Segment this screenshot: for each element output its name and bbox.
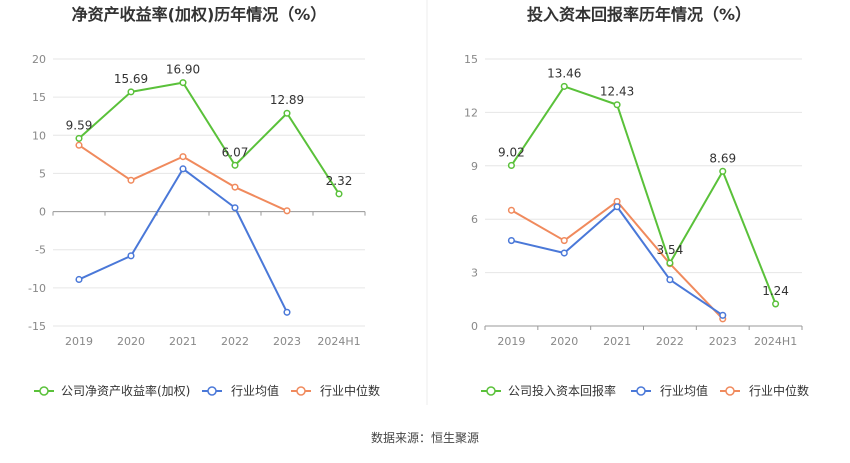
- legend-swatch-marker: [725, 386, 735, 396]
- y-tick-label: 9: [471, 160, 478, 173]
- data-point: [560, 237, 568, 245]
- data-point: [231, 161, 239, 169]
- data-label: 6.07: [222, 145, 249, 159]
- y-tick-label: -5: [35, 244, 46, 257]
- data-point: [507, 161, 515, 169]
- x-tick-label: 2023: [709, 335, 737, 348]
- series-line-2: [511, 205, 724, 317]
- x-tick-label: 2021: [169, 335, 197, 348]
- chart-panel-1: 净资产收益率(加权)历年情况（%） 20 15 10 5 0 -5 -10 -15 2019 202…: [28, 5, 380, 398]
- data-point: [613, 203, 621, 211]
- x-tick-label: 2021: [603, 335, 631, 348]
- data-point: [179, 153, 187, 161]
- y-tick-label: 12: [464, 106, 478, 119]
- x-tick-label: 2020: [117, 335, 145, 348]
- y-tick-label: 0: [471, 320, 478, 333]
- legend-swatch-marker: [486, 386, 496, 396]
- data-point: [507, 237, 515, 245]
- legend-label: 行业中位数: [320, 383, 380, 398]
- data-label: 1.24: [762, 284, 789, 298]
- chart-panel-2: 投入资本回报率历年情况（%） 15 12 9 6 3 0 2019 2020 2021 2022 20…: [464, 5, 809, 398]
- data-point: [719, 167, 727, 175]
- data-point: [772, 300, 780, 308]
- legend-swatch-marker: [39, 386, 49, 396]
- y-tick-label: 5: [39, 167, 46, 180]
- data-point: [560, 249, 568, 257]
- data-point: [335, 190, 343, 198]
- legend-label: 行业均值: [660, 383, 708, 398]
- data-label: 12.89: [270, 93, 304, 107]
- data-point: [75, 134, 83, 142]
- y-tick-label: -10: [28, 282, 46, 295]
- x-tick-label: 2019: [497, 335, 525, 348]
- data-label: 9.59: [66, 118, 93, 132]
- data-point: [231, 204, 239, 212]
- data-label: 3.54: [657, 243, 684, 257]
- data-point: [127, 88, 135, 96]
- data-label: 15.69: [114, 72, 148, 86]
- legend-label: 公司净资产收益率(加权): [61, 383, 190, 398]
- data-point: [179, 165, 187, 173]
- data-point: [283, 308, 291, 316]
- legend-label: 公司投入资本回报率: [508, 383, 616, 398]
- data-point: [507, 206, 515, 214]
- data-point: [75, 141, 83, 149]
- legend-swatch-marker: [296, 386, 306, 396]
- x-tick-label: 2022: [221, 335, 249, 348]
- y-tick-label: 15: [32, 91, 46, 104]
- data-label: 13.46: [547, 66, 581, 80]
- x-tick-label: 2024H1: [754, 335, 797, 348]
- y-tick-label: 15: [464, 53, 478, 66]
- y-tick-label: 10: [32, 129, 46, 142]
- data-point: [127, 252, 135, 260]
- chart-title: 净资产收益率(加权)历年情况（%）: [72, 5, 327, 24]
- data-point: [613, 101, 621, 109]
- series-line-1: [510, 85, 777, 305]
- x-tick-label: 2023: [273, 335, 301, 348]
- legend-swatch-marker: [207, 386, 217, 396]
- y-tick-label: 3: [471, 267, 478, 280]
- x-tick-label: 2020: [550, 335, 578, 348]
- data-label: 16.90: [166, 63, 200, 77]
- data-point: [283, 207, 291, 215]
- series-line-1: [78, 81, 340, 195]
- legend-label: 行业均值: [231, 383, 279, 398]
- legend-label: 行业中位数: [749, 383, 809, 398]
- data-label: 9.02: [498, 145, 525, 159]
- y-tick-label: 20: [32, 53, 46, 66]
- legend-swatch-marker: [636, 386, 646, 396]
- data-point: [75, 275, 83, 284]
- data-point: [666, 259, 674, 267]
- data-point: [666, 276, 674, 284]
- source-note: 数据来源：恒生聚源: [371, 430, 479, 445]
- data-label: 12.43: [600, 85, 634, 99]
- data-point: [283, 109, 291, 117]
- data-point: [179, 79, 187, 87]
- data-label: 8.69: [709, 151, 736, 165]
- y-tick-label: 6: [471, 213, 478, 226]
- x-tick-label: 2024H1: [317, 335, 360, 348]
- data-label: 2.32: [326, 174, 353, 188]
- x-tick-label: 2019: [65, 335, 93, 348]
- data-point: [719, 311, 727, 319]
- data-point: [560, 82, 568, 90]
- chart-title: 投入资本回报率历年情况（%）: [527, 5, 751, 24]
- data-point: [127, 176, 135, 184]
- y-tick-label: 0: [39, 206, 46, 219]
- data-point: [231, 183, 239, 191]
- series-line-2: [78, 167, 288, 313]
- y-tick-label: -15: [28, 320, 46, 333]
- x-tick-label: 2022: [656, 335, 684, 348]
